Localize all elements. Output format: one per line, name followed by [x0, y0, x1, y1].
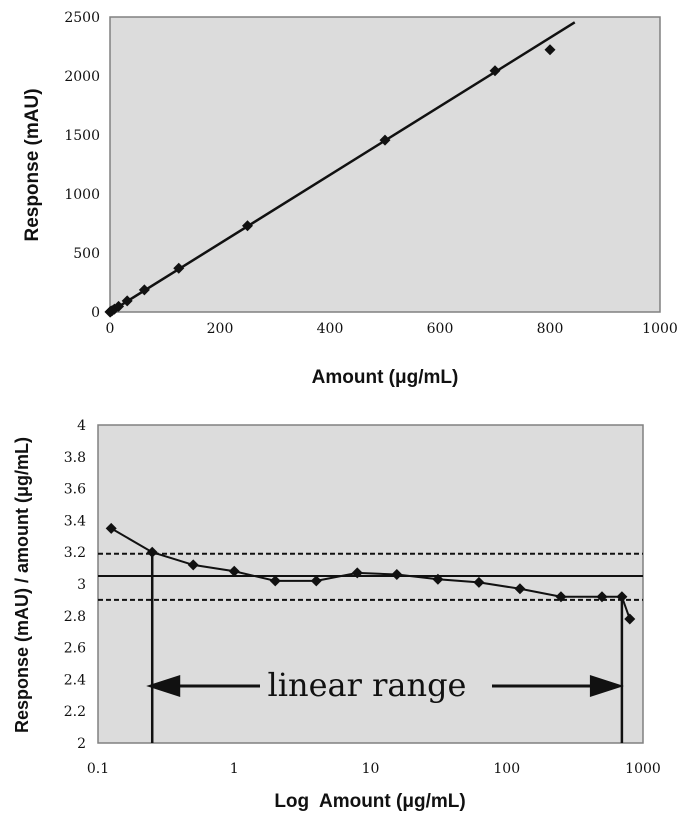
chart-1-y-tick-label: 500: [73, 246, 100, 262]
chart-2-data-point: [473, 576, 485, 588]
chart-1-y-axis-title: Response (mAU): [22, 88, 43, 241]
chart-2-y-tick-label: 3.8: [64, 450, 86, 466]
chart-2-x-tick-label: 1000: [625, 761, 661, 777]
chart-2-data-point: [616, 591, 628, 603]
chart-2-y-ticks: 2 2.2 2.4 2.6 2.8 3 3.2 3.4 3.6 3.8 4: [64, 418, 86, 752]
chart-1-y-tick-label: 1000: [64, 187, 100, 203]
chart-1-data-point: [242, 220, 253, 232]
chart-2-x-tick-label: 10: [362, 761, 380, 777]
chart-1-y-tick-label: 1500: [64, 128, 100, 144]
chart-2-x-ticks: 0.1 1 10 100 1000: [87, 761, 661, 777]
linear-range-left-arrowhead: [146, 675, 181, 697]
chart-2-y-tick-label: 4: [77, 418, 86, 434]
chart-1: 0 200 400 600 800 1000 0 500 1000 1500 2000 2500 A…: [22, 10, 678, 388]
chart-2-data-point: [146, 546, 158, 558]
chart-1-x-tick-label: 400: [317, 321, 344, 337]
chart-2-y-tick-label: 2.6: [64, 641, 86, 657]
chart-1-y-tick-label: 2500: [64, 10, 100, 26]
chart-2-y-tick-label: 2.2: [64, 704, 86, 720]
chart-2-points: [105, 522, 636, 625]
chart-2-data-point: [310, 575, 322, 587]
chart-2-x-tick-label: 1: [230, 761, 239, 777]
chart-1-x-tick-label: 200: [207, 321, 234, 337]
chart-2-data-point: [105, 522, 117, 534]
chart-1-data-point: [113, 300, 125, 312]
chart-2-x-tick-label: 0.1: [87, 761, 109, 777]
chart-1-x-tick-label: 0: [106, 321, 115, 337]
chart-1-plot-area: [109, 16, 661, 313]
chart-2-data-point: [624, 613, 636, 625]
chart-1-y-ticks: 0 500 1000 1500 2000 2500: [64, 10, 100, 321]
chart-1-x-tick-label: 1000: [642, 321, 678, 337]
chart-2-y-tick-label: 3.2: [64, 545, 86, 561]
chart-2-data-point: [228, 565, 240, 577]
chart-2-data-point: [514, 583, 526, 595]
chart-1-points: [104, 44, 556, 318]
chart-2: 0.1 1 10 100 1000 2 2.2 2.4 2.6 2.8 3 3.2 3.4 3.6 3.8…: [12, 418, 661, 812]
chart-2-data-point: [596, 591, 608, 603]
chart-1-data-point: [138, 284, 150, 296]
chart-1-data-point: [173, 262, 185, 274]
chart-1-data-point: [379, 134, 391, 146]
chart-1-data-point: [544, 44, 556, 56]
chart-2-data-point: [187, 559, 199, 571]
chart-1-x-tick-label: 600: [427, 321, 454, 337]
chart-2-x-axis-title: Log Amount (μg/mL): [274, 791, 465, 812]
chart-2-x-tick-label: 100: [493, 761, 520, 777]
chart-2-y-tick-label: 3.6: [64, 482, 86, 498]
chart-1-data-point: [489, 65, 501, 77]
chart-1-x-axis-title: Amount (μg/mL): [312, 367, 459, 388]
chart-2-plot-area: [97, 424, 644, 744]
chart-2-data-point: [391, 568, 403, 580]
chart-1-x-tick-label: 800: [537, 321, 564, 337]
linear-range-label: linear range: [268, 666, 467, 704]
chart-2-data-point: [432, 573, 444, 585]
chart-1-x-ticks: 0 200 400 600 800 1000: [106, 321, 678, 337]
chart-2-y-tick-label: 2.4: [64, 672, 86, 688]
chart-2-y-tick-label: 2: [77, 736, 86, 752]
chart-1-data-point: [121, 295, 133, 307]
chart-1-y-tick-label: 0: [91, 305, 100, 321]
chart-2-y-axis-title: Response (mAU) / amount (μg/mL): [12, 437, 32, 733]
chart-2-y-tick-label: 3: [77, 577, 86, 593]
chart-2-data-point: [269, 575, 281, 587]
chart-2-data-point: [351, 567, 363, 579]
chart-1-y-tick-label: 2000: [64, 69, 100, 85]
chart-2-data-point: [555, 591, 567, 603]
chart-2-y-tick-label: 3.4: [64, 513, 86, 529]
linear-range-right-arrowhead: [589, 675, 624, 697]
chart-2-y-tick-label: 2.8: [64, 609, 86, 625]
